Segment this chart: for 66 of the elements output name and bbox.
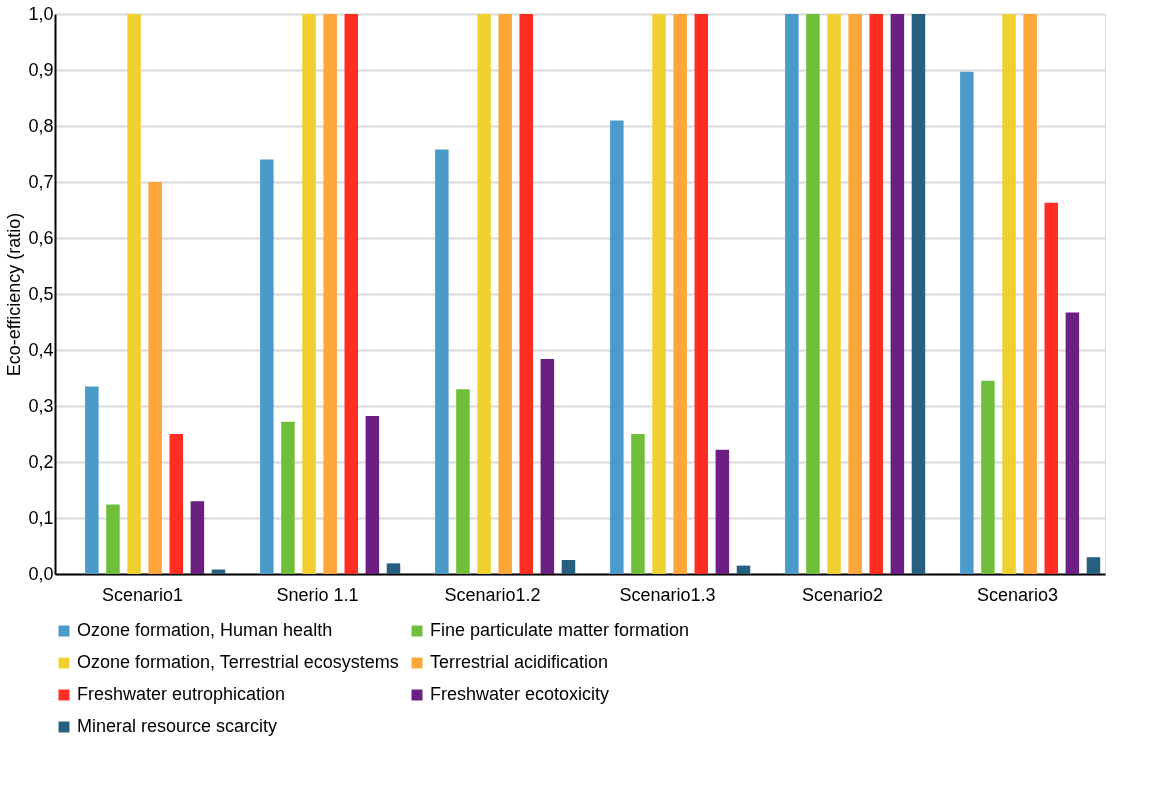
bar (561, 560, 576, 574)
bar (960, 71, 974, 574)
bar (477, 14, 491, 574)
bar (652, 14, 666, 574)
bar (190, 501, 205, 574)
bar (498, 14, 512, 574)
y-tick-label: 1,0 (28, 3, 54, 24)
bar (610, 120, 624, 574)
y-tick-label: 0,7 (28, 171, 54, 192)
bar (806, 14, 820, 574)
bar (785, 14, 799, 574)
bar (344, 14, 359, 574)
bar (281, 421, 295, 574)
bar (715, 449, 730, 574)
bar (540, 358, 555, 574)
bar (827, 14, 841, 574)
y-tick-label: 0,9 (28, 59, 54, 80)
bar (365, 416, 380, 574)
legend-label: Freshwater eutrophication (77, 684, 286, 704)
bar (869, 14, 884, 574)
bar (302, 14, 316, 574)
bar (736, 565, 751, 574)
bar (1023, 14, 1037, 574)
y-tick-label: 0,3 (28, 395, 54, 416)
bar (148, 182, 162, 574)
legend-label: Terrestrial acidification (430, 652, 609, 672)
y-tick-label: 0,5 (28, 283, 54, 304)
legend-label: Ozone formation, Human health (77, 620, 333, 640)
bar (85, 386, 99, 574)
bar (890, 14, 905, 574)
x-tick-label: Scenario3 (976, 584, 1059, 605)
y-tick-label: 0,2 (28, 451, 54, 472)
x-tick-label: Scenario1 (101, 584, 184, 605)
bar (1065, 312, 1080, 574)
legend-label: Mineral resource scarcity (77, 716, 278, 736)
bar (981, 380, 995, 574)
y-tick-label: 0,1 (28, 507, 54, 528)
bar (169, 434, 184, 574)
legend-label: Freshwater ecotoxicity (430, 684, 610, 704)
y-tick-label: 0,4 (28, 339, 54, 360)
legend-label: Ozone formation, Terrestrial ecosystems (77, 652, 399, 672)
x-tick-label: Scenario1.2 (444, 584, 541, 605)
bar (386, 563, 401, 574)
bar (127, 14, 141, 574)
y-tick-label: 0,6 (28, 227, 54, 248)
y-axis-title: Eco-efficiency (ratio) (4, 212, 25, 377)
bar (848, 14, 862, 574)
bar (456, 389, 470, 574)
x-tick-label: Scenario2 (801, 584, 884, 605)
bar (1044, 202, 1059, 574)
y-tick-label: 0,8 (28, 115, 54, 136)
bar (519, 14, 534, 574)
bar (106, 504, 120, 574)
y-tick-label: 0,0 (28, 563, 54, 584)
bar (435, 149, 449, 574)
bar (323, 14, 337, 574)
bar (631, 434, 645, 574)
legend-label: Fine particulate matter formation (430, 620, 690, 640)
bar (673, 14, 687, 574)
bar (1086, 557, 1101, 574)
x-tick-label: Snerio 1.1 (276, 584, 359, 605)
bar (911, 14, 926, 574)
x-tick-label: Scenario1.3 (619, 584, 716, 605)
bar (1002, 14, 1016, 574)
bar (694, 14, 709, 574)
bar (260, 159, 274, 574)
